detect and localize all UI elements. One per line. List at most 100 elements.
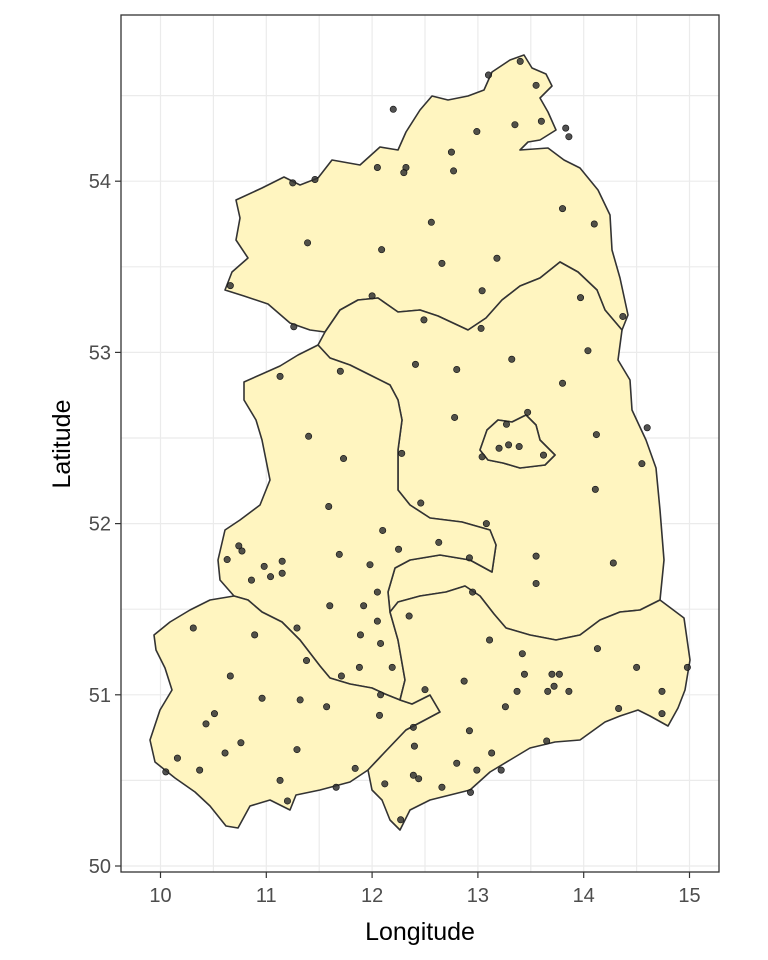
- y-axis: 50 51 52 53 54: [89, 171, 121, 878]
- station-point: [562, 124, 570, 132]
- station-point: [379, 526, 387, 534]
- station-point: [409, 771, 417, 779]
- station-point: [235, 542, 243, 550]
- station-point: [505, 441, 513, 449]
- station-point: [460, 677, 468, 685]
- station-point: [325, 502, 333, 510]
- station-point: [501, 703, 509, 711]
- plot-border: [120, 14, 720, 873]
- station-point: [465, 727, 473, 735]
- station-point: [438, 783, 446, 791]
- station-point: [658, 687, 666, 695]
- station-point: [513, 687, 521, 695]
- station-point: [397, 816, 405, 824]
- station-point: [237, 739, 245, 747]
- station-point: [451, 413, 459, 421]
- station-point: [615, 704, 623, 712]
- station-point: [360, 602, 368, 610]
- station-point: [238, 547, 246, 555]
- station-point: [450, 167, 458, 175]
- station-point: [591, 485, 599, 493]
- station-point: [267, 573, 275, 581]
- station-point: [511, 121, 519, 129]
- station-point: [278, 557, 286, 565]
- station-point: [482, 520, 490, 528]
- station-point: [609, 559, 617, 567]
- station-point: [283, 797, 291, 805]
- station-point: [293, 624, 301, 632]
- station-point: [378, 246, 386, 254]
- station-point: [559, 379, 567, 387]
- station-point: [532, 580, 540, 588]
- station-point: [355, 663, 363, 671]
- station-point: [577, 294, 585, 302]
- station-point: [559, 205, 567, 213]
- station-point: [524, 408, 532, 416]
- station-point: [296, 696, 304, 704]
- station-point: [435, 538, 443, 546]
- station-point: [515, 443, 523, 451]
- x-tick-label: 11: [256, 885, 277, 907]
- station-point: [388, 663, 396, 671]
- station-point: [473, 128, 481, 136]
- station-point: [373, 588, 381, 596]
- station-point: [619, 312, 627, 320]
- station-point: [417, 499, 425, 507]
- state-regions: [149, 54, 691, 831]
- station-point: [427, 218, 435, 226]
- station-point: [592, 431, 600, 439]
- station-point: [377, 639, 385, 647]
- station-point: [373, 164, 381, 172]
- station-point: [221, 749, 229, 757]
- station-point: [332, 783, 340, 791]
- station-point: [276, 776, 284, 784]
- x-axis: 10 11 12 13 14 15: [149, 872, 701, 907]
- station-point: [381, 780, 389, 788]
- y-tick-label: 54: [89, 171, 111, 193]
- y-tick-label: 53: [89, 342, 111, 364]
- station-point: [173, 754, 181, 762]
- station-point: [340, 455, 348, 463]
- station-point: [683, 663, 691, 671]
- region-sachsen: [367, 585, 691, 831]
- station-point: [337, 672, 345, 680]
- station-point: [590, 220, 598, 228]
- station-point: [278, 569, 286, 577]
- station-point: [290, 323, 298, 331]
- station-point: [258, 694, 266, 702]
- station-point: [351, 764, 359, 772]
- station-point: [395, 545, 403, 553]
- station-point: [210, 710, 218, 718]
- station-point: [516, 57, 524, 65]
- station-point: [493, 254, 501, 262]
- station-point: [466, 788, 474, 796]
- station-point: [376, 711, 384, 719]
- station-point: [478, 287, 486, 295]
- station-point: [486, 636, 494, 644]
- station-point: [366, 561, 374, 569]
- station-point: [389, 105, 397, 113]
- station-point: [323, 703, 331, 711]
- station-point: [520, 670, 528, 678]
- station-point: [226, 672, 234, 680]
- region-sachsen-anhalt: [217, 344, 497, 701]
- station-point: [202, 720, 210, 728]
- station-point: [453, 366, 461, 374]
- station-point: [478, 453, 486, 461]
- station-point: [584, 347, 592, 355]
- station-point: [488, 749, 496, 757]
- station-point: [373, 617, 381, 625]
- station-point: [532, 81, 540, 89]
- station-point: [477, 324, 485, 332]
- station-point: [495, 444, 503, 452]
- station-point: [532, 552, 540, 560]
- station-point: [303, 657, 311, 665]
- station-point: [411, 360, 419, 368]
- station-point: [565, 133, 573, 141]
- x-tick-label: 14: [573, 885, 595, 907]
- station-point: [409, 723, 417, 731]
- station-point: [400, 169, 408, 177]
- y-tick-label: 50: [89, 856, 111, 878]
- station-point: [438, 259, 446, 267]
- station-point: [469, 588, 477, 596]
